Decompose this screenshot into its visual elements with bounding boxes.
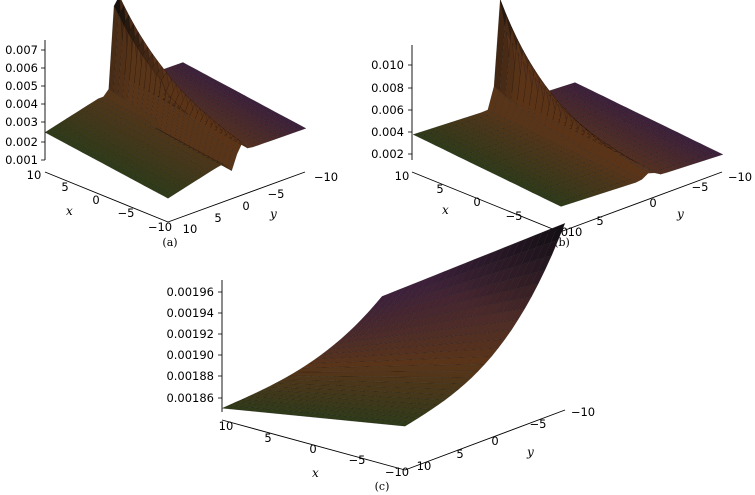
panel-b-x-tick-label: 10 bbox=[395, 169, 410, 183]
panel-a-z-tick-label: 0.004 bbox=[5, 97, 38, 111]
panel-a-x-tick-label: −10 bbox=[148, 220, 172, 234]
panel-a-z-ticks: 0.007 0.006 0.005 0.004 0.003 0.002 0.00… bbox=[5, 43, 45, 167]
panel-c-z-tick-label: 0.00190 bbox=[166, 348, 214, 362]
panel-b-x-tick-label: 5 bbox=[436, 182, 443, 196]
panel-b-z-tick-label: 0.004 bbox=[371, 125, 404, 139]
panel-c-x-tick-label: −10 bbox=[385, 465, 409, 479]
panel-c-x-label: x bbox=[312, 466, 319, 480]
panel-c-y-ticks: 10 5 0 −5 −10 y bbox=[417, 405, 595, 473]
panel-b-y-tick-label: −5 bbox=[692, 180, 709, 194]
panel-a-z-tick-label: 0.003 bbox=[5, 115, 38, 129]
panel-a-y-tick-label: −5 bbox=[268, 187, 285, 201]
panel-a-y-label: y bbox=[269, 207, 277, 221]
panel-c-caption: (c) bbox=[375, 480, 390, 493]
panel-a-x-axis bbox=[44, 171, 169, 223]
panel-a-z-tick-label: 0.001 bbox=[5, 153, 38, 167]
panel-b-z-tick-label: 0.008 bbox=[371, 81, 404, 95]
panel-a-y-tick-label: 10 bbox=[183, 222, 198, 236]
panel-a-caption: (a) bbox=[162, 236, 177, 249]
panel-a-x-tick-label: 0 bbox=[92, 193, 99, 207]
surface-facet bbox=[295, 125, 307, 131]
surface-facet bbox=[710, 151, 724, 157]
panel-c-z-tick-label: 0.00186 bbox=[166, 391, 214, 405]
panel-a-x-ticks: 10 5 0 −5 −10 x bbox=[27, 168, 172, 234]
panel-c-x-tick-label: 5 bbox=[264, 431, 271, 445]
panel-a-z-tick-label: 0.002 bbox=[5, 135, 38, 149]
panel-b-y-tick-label: 0 bbox=[649, 196, 656, 210]
panel-a-z-tick-label: 0.006 bbox=[5, 61, 38, 75]
panel-b-y-label: y bbox=[676, 207, 684, 221]
panel-b-x-tick-label: −5 bbox=[506, 209, 523, 223]
panel-a-x-label: x bbox=[66, 204, 73, 218]
panel-c-surface bbox=[221, 222, 566, 427]
panel-c-y-tick-label: 5 bbox=[456, 447, 463, 461]
panel-c-x-tick-label: −5 bbox=[349, 453, 366, 467]
panel-a-z-tick-label: 0.007 bbox=[5, 43, 38, 57]
panel-b-x-axis bbox=[411, 171, 561, 233]
panel-c-x-axis bbox=[221, 419, 406, 471]
panel-b-surface bbox=[412, 0, 724, 207]
panel-b-z-tick-label: 0.002 bbox=[371, 147, 404, 161]
panel-c-z-tick-label: 0.00192 bbox=[166, 327, 214, 341]
panel-a-y-tick-label: −10 bbox=[314, 170, 338, 184]
panel-c-z-tick-label: 0.00188 bbox=[166, 369, 214, 383]
panel-a-x-tick-label: 5 bbox=[61, 180, 68, 194]
panel-c-z-tick-label: 0.00194 bbox=[166, 306, 214, 320]
panel-a-y-tick-label: 0 bbox=[242, 199, 249, 213]
panel-b-y-tick-label: 5 bbox=[596, 214, 603, 228]
panel-c-z-ticks: 0.00196 0.00194 0.00192 0.00190 0.00188 … bbox=[166, 285, 222, 405]
panel-c-z-tick-label: 0.00196 bbox=[166, 285, 214, 299]
panel-b-z-tick-label: 0.010 bbox=[371, 58, 404, 72]
panel-c-x-tick-label: 0 bbox=[309, 442, 316, 456]
panel-a-z-tick-label: 0.005 bbox=[5, 79, 38, 93]
panel-c: 0.00196 0.00194 0.00192 0.00190 0.00188 … bbox=[166, 222, 595, 493]
panel-b-y-tick-label: 10 bbox=[568, 225, 583, 239]
panel-b: 0.010 0.008 0.006 0.004 0.002 10 5 0 −5 … bbox=[371, 0, 752, 249]
panel-c-y-tick-label: 10 bbox=[417, 459, 432, 473]
panel-b-y-ticks: 10 5 0 −5 −10 y bbox=[568, 170, 752, 239]
panel-c-x-ticks: 10 5 0 −5 −10 x bbox=[219, 419, 409, 480]
panel-a-x-tick-label: 10 bbox=[27, 168, 42, 182]
panel-a-y-ticks: 10 5 0 −5 −10 y bbox=[183, 170, 338, 236]
panel-b-y-axis bbox=[559, 171, 723, 233]
panel-a-x-tick-label: −5 bbox=[118, 206, 135, 220]
panel-a: 0.007 0.006 0.005 0.004 0.003 0.002 0.00… bbox=[5, 0, 338, 249]
panel-a-y-axis bbox=[167, 171, 306, 223]
panel-a-y-tick-label: 5 bbox=[214, 211, 221, 225]
panel-c-y-tick-label: −10 bbox=[571, 405, 595, 419]
panel-b-z-tick-label: 0.006 bbox=[371, 103, 404, 117]
panel-c-y-tick-label: 0 bbox=[491, 434, 498, 448]
panel-b-x-label: x bbox=[442, 203, 449, 217]
panel-c-y-tick-label: −5 bbox=[530, 417, 547, 431]
panel-c-y-label: y bbox=[526, 445, 534, 459]
panel-b-x-tick-label: 0 bbox=[473, 195, 480, 209]
panel-a-surface bbox=[44, 0, 307, 199]
panel-c-y-axis bbox=[404, 409, 566, 471]
surface-facet bbox=[550, 222, 566, 243]
panel-c-x-tick-label: 10 bbox=[219, 419, 234, 433]
panel-b-y-tick-label: −10 bbox=[728, 170, 752, 184]
panel-b-z-ticks: 0.010 0.008 0.006 0.004 0.002 bbox=[371, 58, 412, 161]
